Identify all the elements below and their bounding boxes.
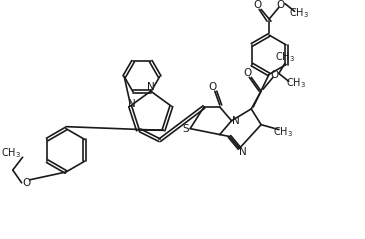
Text: CH$_3$: CH$_3$	[289, 6, 308, 20]
Text: O: O	[209, 82, 217, 92]
Text: N: N	[128, 99, 136, 109]
Text: CH$_3$: CH$_3$	[275, 50, 295, 64]
Text: CH$_3$: CH$_3$	[273, 126, 293, 140]
Text: S: S	[182, 124, 189, 134]
Text: O: O	[253, 0, 261, 11]
Text: O: O	[22, 178, 31, 188]
Text: N: N	[147, 82, 155, 92]
Text: O: O	[271, 71, 279, 80]
Text: O: O	[243, 68, 251, 78]
Text: CH$_3$: CH$_3$	[285, 76, 306, 90]
Text: N: N	[232, 116, 239, 126]
Text: O: O	[277, 0, 285, 11]
Text: CH$_3$: CH$_3$	[1, 146, 21, 160]
Text: N: N	[238, 147, 246, 157]
